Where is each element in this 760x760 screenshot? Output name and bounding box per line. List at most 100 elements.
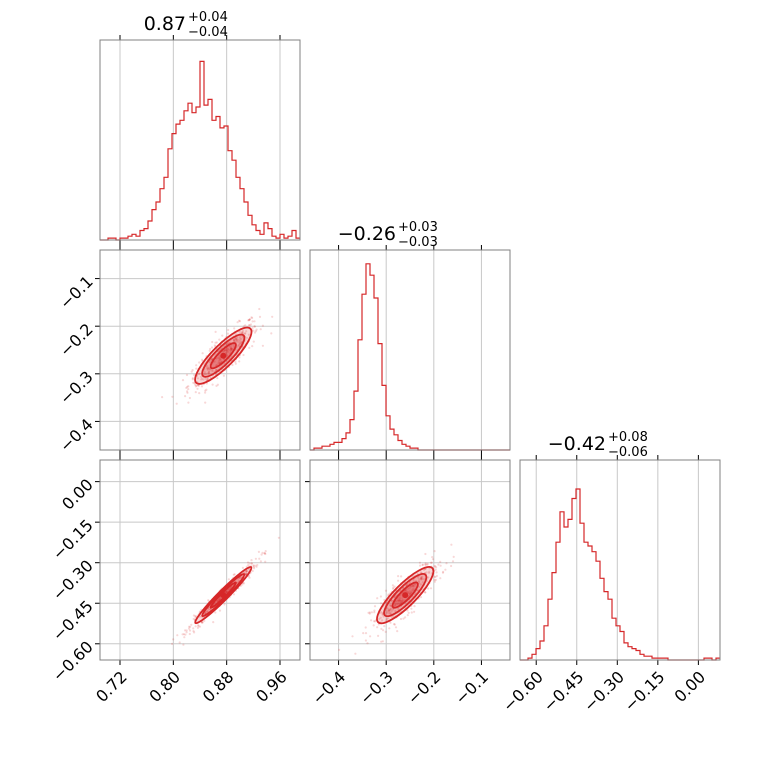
scatter-point — [253, 320, 256, 323]
scatter-point — [200, 375, 203, 378]
scatter-point — [261, 551, 264, 555]
scatter-point — [171, 642, 174, 646]
scatter-point — [225, 349, 228, 352]
scatter-point — [233, 573, 236, 576]
y-tick-label: 0.00 — [58, 475, 97, 514]
scatter-point — [240, 331, 243, 334]
scatter-point — [216, 356, 220, 359]
scatter-point — [399, 600, 402, 603]
scatter-point — [188, 627, 191, 630]
scatter-point — [251, 316, 254, 320]
y-tick-label: −0.45 — [49, 597, 97, 645]
scatter-point — [252, 564, 255, 567]
scatter-point — [210, 346, 214, 349]
scatter-point — [397, 598, 400, 601]
scatter-point — [226, 348, 230, 351]
scatter-point — [433, 578, 436, 582]
x-tick-label: −0.4 — [308, 667, 349, 708]
scatter-point — [228, 341, 231, 344]
scatter-point — [395, 603, 398, 606]
scatter-point — [241, 332, 244, 335]
scatter-point — [399, 601, 402, 604]
scatter-point — [420, 577, 423, 580]
scatter-point — [244, 573, 248, 576]
y-tick-label: −0.30 — [49, 556, 97, 604]
scatter-point — [398, 597, 401, 600]
scatter-point — [258, 557, 261, 560]
scatter-point — [226, 590, 229, 594]
scatter-point — [373, 620, 376, 623]
scatter-point — [424, 563, 427, 566]
scatter-point — [253, 567, 256, 570]
scatter-point — [253, 325, 256, 328]
scatter-point — [439, 560, 442, 564]
scatter-point — [222, 363, 225, 366]
scatter-point — [226, 347, 229, 350]
scatter-point — [245, 572, 248, 575]
scatter-point — [241, 329, 244, 332]
scatter-point — [226, 332, 230, 335]
scatter-point — [439, 577, 442, 580]
scatter-point — [393, 623, 396, 626]
scatter-point — [429, 561, 433, 564]
scatter-point — [228, 348, 231, 351]
scatter-point — [435, 566, 438, 569]
scatter-point — [225, 349, 228, 352]
scatter-point — [248, 319, 251, 322]
scatter-point — [178, 641, 181, 644]
scatter-point — [261, 344, 264, 347]
scatter-point — [227, 328, 230, 332]
scatter-point — [217, 359, 221, 363]
scatter-point — [394, 603, 397, 607]
scatter-point — [219, 357, 222, 360]
scatter-point — [421, 563, 424, 567]
scatter-point — [211, 340, 214, 344]
scatter-point — [452, 555, 455, 559]
scatter-point — [197, 624, 200, 627]
scatter-point — [229, 345, 232, 348]
scatter-point — [230, 347, 233, 350]
scatter-point — [421, 581, 424, 584]
scatter-point — [226, 342, 229, 345]
scatter-point — [238, 343, 241, 346]
panel-frame — [309, 459, 511, 661]
scatter-point — [194, 383, 197, 387]
scatter-point — [219, 358, 222, 361]
scatter-point — [214, 369, 218, 372]
scatter-point — [377, 634, 380, 638]
scatter-point — [413, 584, 416, 588]
scatter-point — [259, 560, 262, 563]
scatter-point — [222, 374, 225, 377]
scatter-point — [207, 372, 210, 375]
scatter-point — [248, 576, 251, 579]
scatter-point — [368, 611, 371, 614]
scatter-point — [251, 320, 254, 323]
scatter-point — [404, 589, 407, 592]
scatter-point — [196, 626, 199, 630]
scatter-point — [192, 630, 195, 633]
scatter-point — [237, 578, 240, 582]
x-tick-label: −0.1 — [451, 667, 492, 708]
scatter-point — [373, 605, 377, 608]
scatter-point — [433, 565, 436, 568]
scatter-point — [386, 617, 389, 620]
scatter-point — [254, 564, 257, 567]
scatter-point — [413, 610, 416, 613]
scatter-point — [254, 557, 257, 560]
scatter-point — [193, 374, 196, 377]
scatter-point — [397, 575, 400, 578]
x-tick-label: −0.2 — [404, 667, 445, 708]
scatter-point — [418, 580, 421, 583]
scatter-point — [434, 575, 437, 579]
scatter-point — [245, 570, 248, 573]
scatter-point — [368, 612, 371, 615]
scatter-point — [391, 600, 394, 603]
scatter-point — [184, 629, 187, 632]
scatter-point — [408, 592, 412, 595]
scatter-point — [235, 338, 238, 341]
scatter-point — [197, 625, 200, 628]
scatter-point — [386, 610, 389, 613]
scatter-point — [214, 341, 217, 344]
scatter-point — [390, 599, 393, 602]
scatter-point — [161, 396, 164, 399]
